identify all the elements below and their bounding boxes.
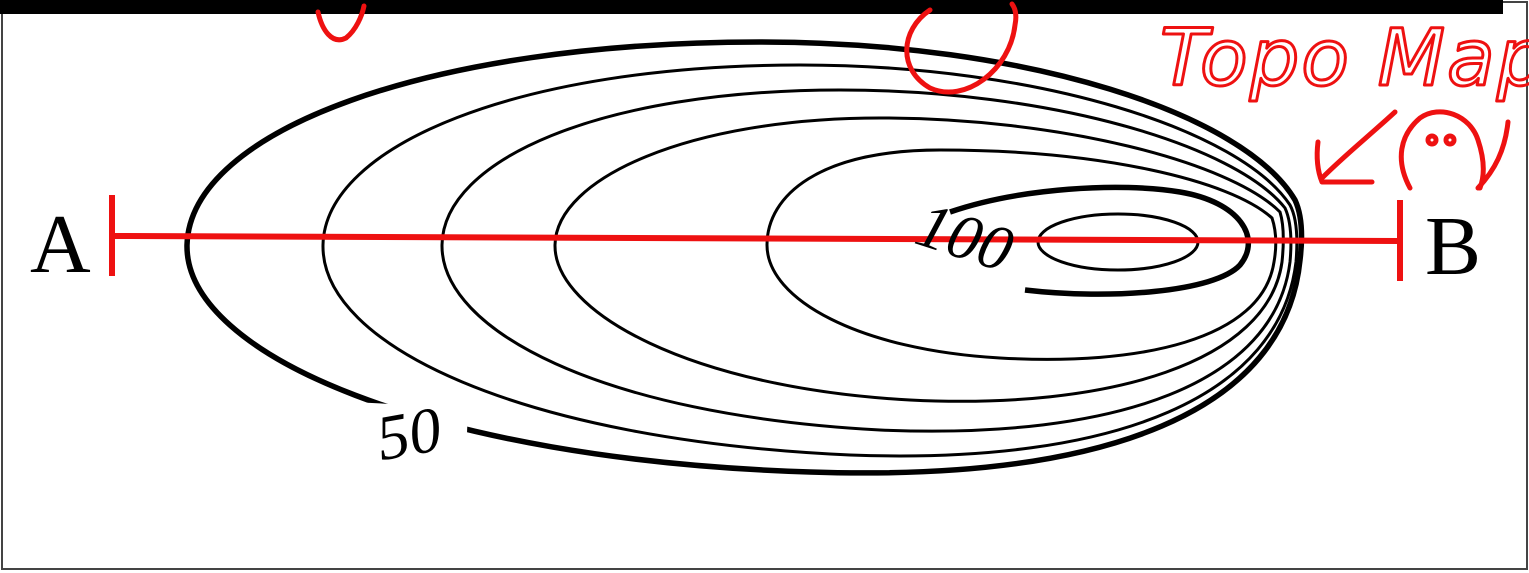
ink-stroke-top-left <box>315 3 367 43</box>
contour-line <box>440 88 1293 433</box>
arrow-head-icon <box>1314 139 1375 185</box>
header-bar <box>0 0 1503 14</box>
face-tail-icon <box>1475 119 1511 191</box>
arrow-icon <box>1319 109 1398 181</box>
profile-line-ab <box>109 195 1403 281</box>
point-label-a: A <box>30 198 91 291</box>
contour-lines <box>184 39 1305 476</box>
face-scribble-icon <box>1398 109 1486 191</box>
contour-line <box>765 148 1278 361</box>
contour-label-50: 50 <box>371 393 446 474</box>
handwritten-annotations: Topo Map <box>315 1 1529 191</box>
face-eye-icon <box>1425 133 1439 147</box>
point-label-b: B <box>1425 200 1481 293</box>
contour-line <box>553 116 1285 403</box>
profile-line <box>111 233 1401 244</box>
label-gap-50 <box>350 402 468 458</box>
face-eye-icon <box>1443 133 1457 147</box>
contour-line <box>321 63 1299 458</box>
contour-line-100 <box>949 184 1252 297</box>
contour-line-50 <box>184 39 1305 476</box>
handwritten-note: Topo Map <box>1160 14 1529 104</box>
ink-stroke-top-circle <box>904 1 1019 95</box>
